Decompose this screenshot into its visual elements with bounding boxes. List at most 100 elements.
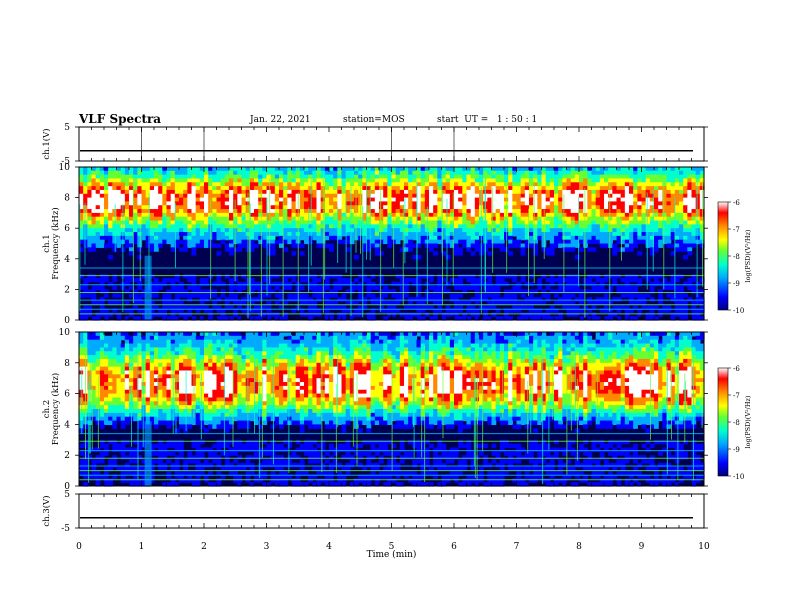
spectrogram-cell — [595, 197, 601, 203]
spectrogram-cell — [424, 304, 430, 310]
spectrogram-cell — [233, 228, 238, 233]
spectrogram-cell — [316, 209, 322, 214]
spectrogram-cell — [654, 232, 659, 237]
spectrogram-cell — [379, 205, 384, 210]
spectrogram-cell — [687, 281, 693, 287]
spectrogram-cell — [220, 178, 226, 183]
spectrogram-cell — [233, 189, 238, 195]
spectrogram-cell — [91, 178, 97, 183]
spectrogram-cell — [83, 205, 88, 210]
spectrogram-cell — [399, 228, 405, 233]
spectrogram-cell — [112, 182, 118, 187]
spectrogram-cell — [170, 170, 176, 176]
spectrogram-cell — [274, 316, 280, 321]
spectrogram-cell — [408, 277, 413, 283]
spectrogram-cell — [516, 304, 522, 310]
spectrogram-cell — [291, 167, 297, 172]
spectrogram-cell — [370, 332, 376, 337]
spectrogram-cell — [495, 281, 501, 287]
spectrogram-cell — [674, 212, 680, 218]
spectrogram-cell — [187, 332, 193, 337]
spectrogram-cell — [99, 274, 105, 279]
spectrogram-cell — [195, 339, 201, 345]
spectrogram-cell — [254, 209, 259, 214]
spectrogram-cell — [170, 224, 176, 229]
spectrogram-cell — [429, 297, 434, 302]
spectrogram-cell — [524, 316, 530, 321]
spectrogram-cell — [383, 216, 388, 222]
spectrogram-cell — [474, 247, 480, 252]
spectrogram-cell — [679, 293, 684, 298]
spectrogram-cell — [466, 274, 472, 279]
spectrogram-cell — [612, 274, 618, 279]
spectrogram-cell — [154, 304, 159, 310]
spectrogram-cell — [349, 285, 355, 290]
spectrogram-cell — [570, 201, 576, 206]
spectrogram-cell — [691, 316, 697, 321]
spectrogram-cell — [683, 197, 688, 203]
spectrogram-cell — [495, 335, 501, 341]
spectrogram-cell — [495, 216, 501, 222]
spectrogram-cell — [649, 308, 655, 313]
spectrogram-cell — [104, 197, 109, 203]
spectrogram-cell — [341, 293, 347, 298]
spectrogram-cell — [91, 193, 97, 199]
spectrogram-cell — [658, 209, 663, 214]
spectrogram-cell — [474, 232, 480, 237]
spectrogram-cell — [324, 308, 330, 313]
spectrogram-cell — [316, 293, 322, 298]
spectrogram-cell — [604, 332, 609, 337]
spectrogram-cell — [408, 209, 413, 214]
spectrogram-cell — [570, 209, 576, 214]
spectrogram-cell — [216, 170, 222, 176]
spectrogram-cell — [691, 224, 697, 229]
spectrogram-cell — [599, 339, 605, 345]
spectrogram-cell — [645, 209, 651, 214]
spectrogram-cell — [679, 289, 684, 294]
spectrogram-cell — [304, 212, 309, 218]
spectrogram-cell — [224, 247, 230, 252]
spectrogram-cell — [87, 343, 93, 348]
spectrogram-cell — [545, 174, 551, 180]
spectrogram-cell — [608, 205, 613, 210]
spectrogram-cell — [83, 224, 88, 229]
spectrogram-cell — [687, 220, 693, 225]
spectrogram-cell — [99, 235, 105, 241]
spectrogram-cell — [370, 178, 376, 183]
spectrogram-cell — [495, 212, 501, 218]
spectrogram-cell — [470, 167, 476, 172]
spectrogram-cell — [549, 232, 555, 237]
spectrogram-cell — [87, 167, 93, 172]
spectrogram-cell — [516, 170, 522, 176]
spectrogram-cell — [454, 209, 459, 214]
spectrogram-cell — [683, 220, 688, 225]
spectrogram-cell — [91, 343, 97, 348]
spectrogram-cell — [437, 274, 443, 279]
spectrogram-cell — [599, 193, 605, 199]
spectrogram-cell — [629, 300, 634, 306]
spectrogram-cell — [316, 332, 322, 337]
spectrogram-cell — [312, 332, 318, 337]
spectrogram-cell — [587, 174, 593, 180]
spectrogram-cell — [195, 178, 201, 183]
spectrogram-cell — [87, 197, 93, 203]
spectrogram-cell — [474, 289, 480, 294]
spectrogram-cell — [174, 167, 180, 172]
spectrogram-cell — [524, 209, 530, 214]
spectrogram-cell — [624, 224, 630, 229]
spectrogram-cell — [79, 212, 84, 218]
spectrogram-cell — [341, 167, 347, 172]
spectrogram-cell — [629, 170, 634, 176]
spectrogram-cell — [337, 297, 343, 302]
spectrogram-cell — [441, 178, 447, 183]
spectrogram-cell — [462, 189, 468, 195]
spectrogram-cell — [379, 232, 384, 237]
spectrogram-cell — [83, 304, 88, 310]
spectrogram-cell — [633, 174, 638, 180]
spectrogram-cell — [645, 332, 651, 337]
spectrogram-cell — [574, 209, 580, 214]
spectrogram-cell — [324, 220, 330, 225]
spectrogram-cell — [679, 205, 684, 210]
spectrogram-cell — [120, 167, 126, 172]
spectrogram-cell — [404, 232, 409, 237]
